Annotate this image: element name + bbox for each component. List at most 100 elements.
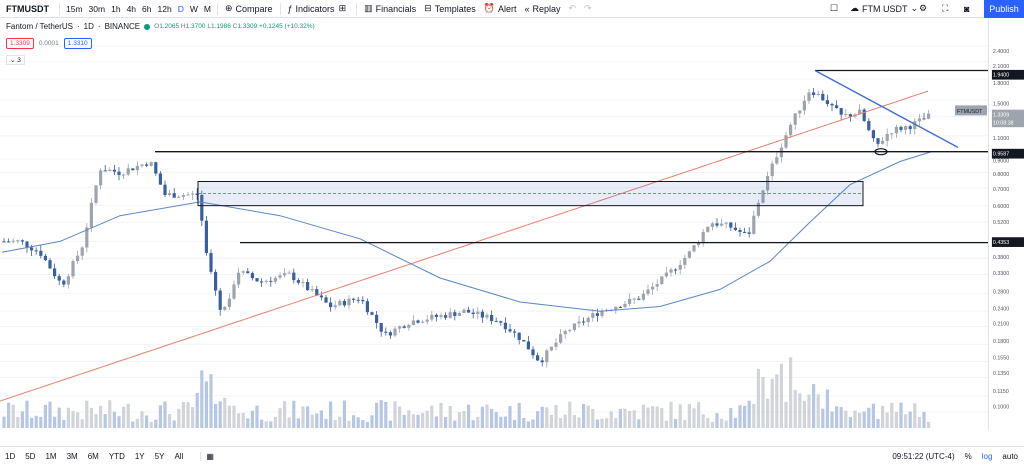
- candle-body: [140, 164, 144, 166]
- timeframe-15m[interactable]: 15m: [66, 3, 83, 14]
- volume-bar: [227, 405, 231, 428]
- timeframe-w[interactable]: W: [189, 3, 198, 14]
- volume-bar: [595, 419, 599, 428]
- candle-body: [830, 104, 834, 106]
- price-axis[interactable]: 2.40002.10001.80001.50001.30001.10000.90…: [988, 18, 1024, 430]
- volume-bar: [439, 402, 443, 428]
- candle-body: [812, 92, 816, 95]
- volume-bar: [430, 405, 434, 428]
- volume-bar: [365, 421, 369, 428]
- candle-body: [862, 109, 866, 122]
- price-tick-label: 0.8000: [993, 172, 1009, 178]
- fullscreen-icon: ⛶: [942, 3, 949, 13]
- replay-button[interactable]: «Replay: [520, 0, 564, 18]
- undo-button[interactable]: ↶: [565, 0, 581, 18]
- range-1d[interactable]: 1D: [5, 451, 16, 461]
- candle-body: [20, 240, 24, 242]
- clock-time[interactable]: 09:51:22 (UTC-4): [892, 452, 955, 461]
- candle-body: [283, 273, 287, 276]
- volume-bar: [16, 416, 20, 428]
- volume-bar: [375, 402, 379, 428]
- volume-bar: [706, 418, 710, 428]
- range-1y[interactable]: 1Y: [134, 451, 145, 461]
- goto-date-button[interactable]: ▦: [200, 451, 219, 461]
- volume-bar: [775, 374, 779, 428]
- publish-button[interactable]: Publish: [984, 0, 1024, 18]
- volume-bar: [89, 407, 93, 428]
- timeframe-1h[interactable]: 1h: [111, 3, 121, 14]
- legend-dot-separator: ·: [77, 22, 80, 31]
- templates-button[interactable]: ⊟ Templates: [420, 0, 480, 18]
- candle-body: [789, 124, 793, 136]
- compare-button[interactable]: ⊕ Compare: [221, 0, 277, 18]
- candle-body: [467, 309, 471, 313]
- percent-toggle[interactable]: %: [964, 452, 972, 461]
- snapshot-button[interactable]: ◙: [960, 0, 976, 18]
- timeframe-4h[interactable]: 4h: [126, 3, 137, 14]
- candle-body: [784, 135, 788, 148]
- fullscreen-button[interactable]: ⛶: [938, 0, 955, 18]
- candle-body: [172, 193, 176, 198]
- timeframe-30m[interactable]: 30m: [88, 3, 106, 14]
- indicators-button[interactable]: ƒ Indicators ⊞: [284, 0, 354, 18]
- range-1m[interactable]: 1M: [45, 451, 57, 461]
- timeframe-m[interactable]: M: [203, 3, 211, 14]
- candle-body: [904, 126, 908, 130]
- candle-body: [595, 313, 599, 316]
- timeframe-d[interactable]: D: [177, 3, 184, 14]
- alert-button[interactable]: ⏰ Alert: [480, 0, 521, 18]
- range-all[interactable]: All: [174, 451, 184, 461]
- price-label-level: 1.9400: [993, 73, 1009, 79]
- redo-button[interactable]: ↷: [580, 0, 596, 18]
- range-6m[interactable]: 6M: [87, 451, 99, 461]
- candle-body: [181, 195, 185, 197]
- sell-button[interactable]: 1.3309: [6, 38, 34, 49]
- candle-body: [416, 320, 420, 323]
- candle-body: [66, 276, 70, 285]
- symbol-search[interactable]: FTMUSDT: [6, 3, 49, 14]
- volume-bar: [715, 413, 719, 428]
- square-icon: ☐: [830, 3, 839, 13]
- candle-body: [586, 317, 590, 323]
- candle-body: [899, 126, 903, 130]
- volume-bar: [779, 363, 783, 428]
- buy-button[interactable]: 1.3310: [63, 38, 92, 49]
- candle-body: [793, 113, 797, 125]
- volume-bar: [812, 384, 816, 428]
- candle-body: [476, 311, 480, 315]
- volume-bar: [319, 410, 323, 428]
- candle-body: [384, 331, 388, 333]
- auto-toggle[interactable]: auto: [1002, 452, 1018, 461]
- volume-bar: [899, 402, 903, 428]
- volume-bar: [503, 416, 507, 428]
- financials-button[interactable]: ▥ Financials: [360, 0, 420, 18]
- layout-name-button[interactable]: ☁ FTM USDT ⌄: [846, 0, 925, 18]
- chart-legend: Fantom / TetherUS · 1D · BINANCE O1.2065…: [6, 22, 315, 31]
- camera-icon: ◙: [964, 3, 970, 14]
- layout-button[interactable]: ☐: [826, 0, 845, 18]
- price-tick-label: 0.1800: [993, 339, 1009, 345]
- volume-bar: [490, 409, 494, 428]
- ma-line-fast: [1, 151, 933, 312]
- candle-body: [126, 168, 130, 175]
- candle-body: [927, 113, 931, 119]
- rewind-icon: «: [524, 3, 530, 14]
- volume-bar: [186, 402, 190, 428]
- indicators-toggle[interactable]: ⌄ 3: [6, 55, 25, 65]
- candle-body: [752, 215, 756, 234]
- timeframe-12h[interactable]: 12h: [157, 3, 172, 14]
- timeframe-6h[interactable]: 6h: [142, 3, 152, 14]
- settings-button[interactable]: ⚙: [915, 0, 934, 18]
- range-3m[interactable]: 3M: [66, 451, 78, 461]
- log-toggle[interactable]: log: [981, 452, 993, 461]
- legend-close: 1.3309: [237, 23, 258, 30]
- volume-bar: [752, 403, 756, 428]
- range-5d[interactable]: 5D: [25, 451, 36, 461]
- range-ytd[interactable]: YTD: [108, 451, 125, 461]
- volume-bar: [793, 389, 797, 428]
- undo-icon: ↶: [568, 3, 577, 13]
- candle-body: [582, 321, 586, 323]
- price-chart[interactable]: 1320May101724Jun1423Jul1220Aug91623Sep13…: [0, 18, 988, 430]
- function-icon: ƒ: [287, 3, 293, 14]
- range-5y[interactable]: 5Y: [154, 451, 165, 461]
